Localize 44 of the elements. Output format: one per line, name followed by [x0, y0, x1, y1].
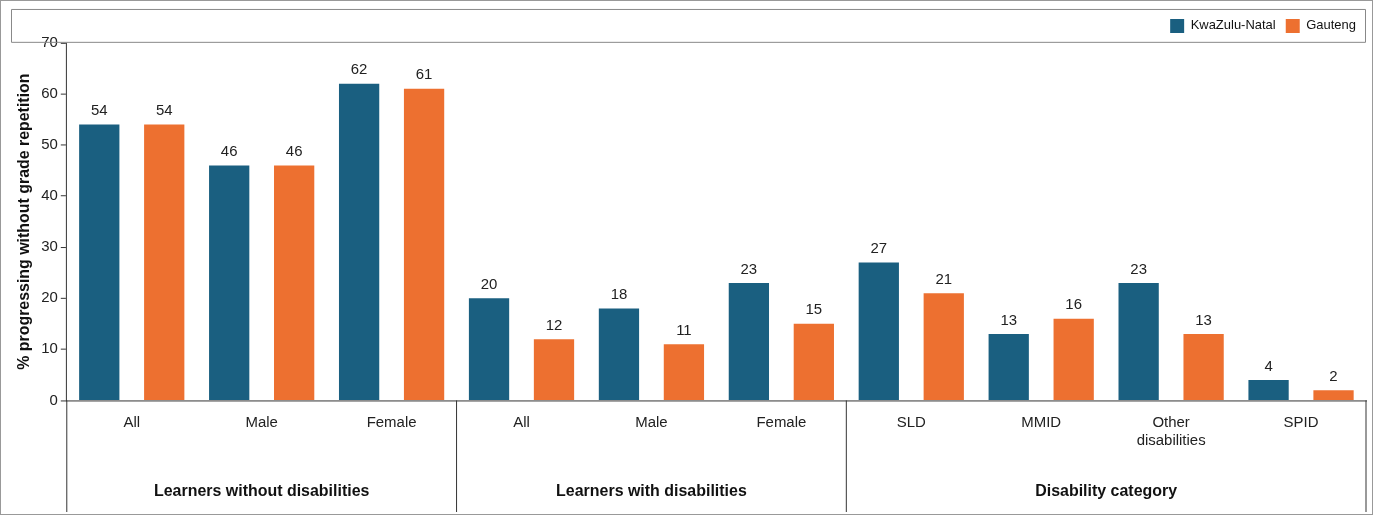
text: Disability category	[1035, 482, 1178, 500]
data-label: 15	[805, 300, 823, 318]
x-tick-label: Male	[635, 413, 668, 431]
x-tick-label: Male	[245, 413, 278, 431]
data-label: 21	[935, 269, 953, 287]
y-tick-label: 50	[41, 135, 58, 153]
data-label: 61	[415, 65, 433, 83]
y-tick-label: 20	[41, 288, 58, 306]
data-label: 23	[1130, 259, 1147, 277]
data-label: 4	[1264, 356, 1273, 374]
data-label: 27	[870, 239, 888, 257]
data-label: 46	[220, 142, 238, 160]
data-label: 54	[155, 101, 173, 119]
data-label: 62	[350, 60, 368, 78]
data-label: 2	[1329, 366, 1338, 384]
y-tick-label: 40	[41, 186, 58, 204]
data-label: 13	[1000, 310, 1018, 328]
data-label: 20	[480, 274, 498, 292]
x-tick-label: Female	[756, 413, 807, 431]
data-label: 46	[285, 142, 303, 160]
x-tick-label: All	[123, 413, 141, 431]
text: Learners with disabilities	[556, 482, 747, 500]
data-label: 54	[90, 101, 108, 119]
data-label: 13	[1195, 310, 1212, 328]
x-tick-label: MMID	[1021, 413, 1062, 431]
y-tick-label: 30	[41, 237, 58, 255]
y-tick-label: 70	[41, 32, 58, 50]
data-label: 18	[610, 285, 628, 303]
data-label: 12	[545, 315, 563, 333]
y-axis-title: % progressing without grade repetition	[14, 73, 32, 370]
y-tick-label: 60	[41, 84, 58, 102]
legend-label: KwaZulu-Natal	[1190, 17, 1276, 33]
x-tick-label: All	[513, 413, 530, 431]
data-label: 11	[676, 320, 692, 338]
legend-label: Gauteng	[1306, 17, 1356, 33]
x-tick-label: Female	[366, 413, 417, 431]
y-tick-label: 0	[49, 390, 58, 408]
x-tick-label: SPID	[1283, 413, 1319, 431]
text: Learners without disabilities	[153, 482, 370, 500]
data-label: 23	[740, 259, 758, 277]
y-tick-label: 10	[41, 339, 58, 357]
data-label: 16	[1065, 295, 1083, 313]
x-tick-label: Other disabilities	[1136, 413, 1206, 449]
x-tick-label: SLD	[896, 413, 927, 431]
